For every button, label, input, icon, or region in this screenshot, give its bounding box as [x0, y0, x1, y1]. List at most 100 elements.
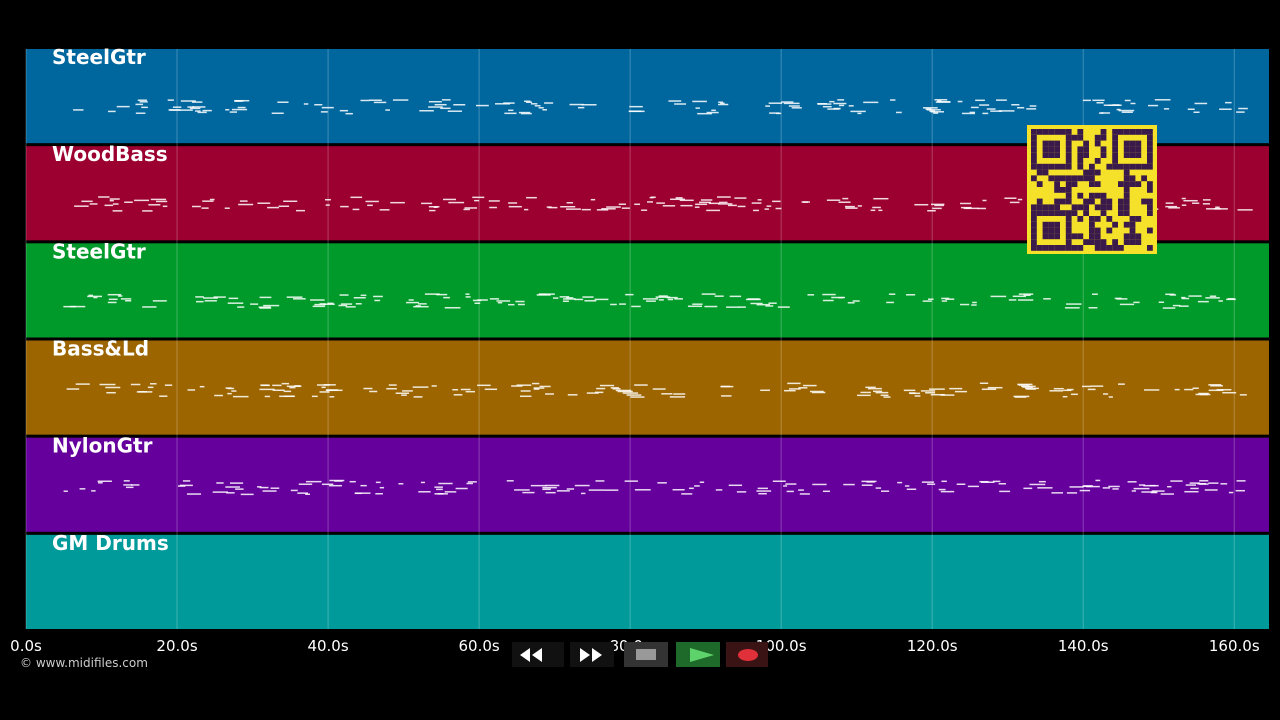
qr-module: [1135, 146, 1142, 153]
note: [1199, 480, 1209, 482]
note: [465, 293, 470, 295]
note: [1108, 396, 1113, 398]
note: [1051, 492, 1064, 494]
note: [147, 386, 154, 389]
note: [929, 388, 945, 390]
note: [305, 493, 310, 495]
note: [634, 489, 651, 491]
stop-button[interactable]: [624, 642, 668, 667]
note: [718, 203, 733, 205]
note: [552, 297, 559, 299]
note: [202, 109, 212, 112]
note: [329, 396, 335, 398]
qr-module: [1100, 239, 1107, 245]
qr-module: [1100, 146, 1107, 153]
track-lane: [26, 437, 1269, 532]
note: [150, 383, 157, 385]
note: [566, 297, 574, 299]
qr-module: [1054, 187, 1060, 193]
note: [363, 387, 373, 390]
note: [290, 489, 298, 492]
note: [263, 304, 280, 307]
qr-module: [1065, 129, 1072, 135]
qr-module: [1054, 227, 1060, 234]
note: [875, 487, 882, 489]
note: [1066, 492, 1078, 494]
tick-label: 40.0s: [307, 637, 348, 655]
note: [857, 112, 862, 115]
note: [314, 103, 323, 106]
play-button[interactable]: [676, 642, 720, 667]
note: [878, 209, 883, 212]
note: [826, 199, 841, 201]
note: [938, 488, 946, 491]
note: [1205, 297, 1220, 299]
note: [768, 102, 783, 104]
note: [560, 205, 576, 208]
note: [975, 99, 985, 102]
track-lane: [26, 534, 1269, 629]
note: [977, 207, 987, 210]
note: [1124, 99, 1131, 102]
qr-module: [1094, 181, 1101, 187]
note: [517, 303, 525, 306]
note: [930, 203, 945, 206]
note: [666, 296, 678, 299]
note: [489, 206, 497, 209]
note: [756, 303, 771, 306]
note: [843, 483, 855, 486]
qr-module: [1106, 227, 1113, 234]
note: [883, 396, 891, 398]
note: [324, 198, 331, 201]
note: [225, 108, 230, 111]
note: [586, 392, 599, 394]
note: [1088, 307, 1098, 309]
note: [960, 303, 970, 306]
note: [117, 295, 123, 297]
qr-module: [1071, 134, 1078, 141]
qr-module: [1048, 204, 1055, 211]
note: [283, 200, 298, 203]
note: [518, 111, 531, 114]
qr-module: [1135, 140, 1142, 147]
note: [197, 111, 207, 114]
note: [1062, 395, 1068, 398]
qr-module: [1031, 158, 1037, 164]
qr-code: [1027, 125, 1157, 254]
note: [542, 486, 557, 489]
note: [142, 306, 157, 308]
note: [104, 204, 114, 207]
note: [711, 109, 716, 112]
note: [1029, 483, 1046, 486]
note: [474, 302, 481, 304]
note: [594, 298, 609, 301]
qr-module: [1042, 245, 1049, 251]
note: [604, 489, 619, 491]
note: [695, 107, 700, 109]
note: [395, 392, 410, 394]
note: [180, 100, 196, 102]
note: [1148, 104, 1159, 107]
note: [258, 306, 271, 308]
qr-module: [1089, 169, 1095, 176]
qr-module: [1031, 152, 1037, 158]
note: [1174, 388, 1180, 391]
note: [298, 483, 313, 485]
note: [345, 112, 353, 115]
note: [420, 481, 425, 484]
note: [875, 391, 889, 394]
rewind-button[interactable]: [512, 642, 564, 667]
fast-forward-button[interactable]: [570, 642, 614, 667]
note: [544, 102, 554, 104]
note: [109, 198, 120, 200]
qr-module: [1054, 146, 1060, 153]
note: [1168, 207, 1180, 209]
note: [1079, 489, 1091, 492]
qr-module: [1094, 216, 1101, 222]
note: [1022, 386, 1033, 388]
record-button[interactable]: [726, 642, 768, 667]
note: [981, 388, 997, 391]
qr-module: [1071, 210, 1078, 216]
note: [515, 300, 525, 303]
note: [180, 109, 193, 111]
